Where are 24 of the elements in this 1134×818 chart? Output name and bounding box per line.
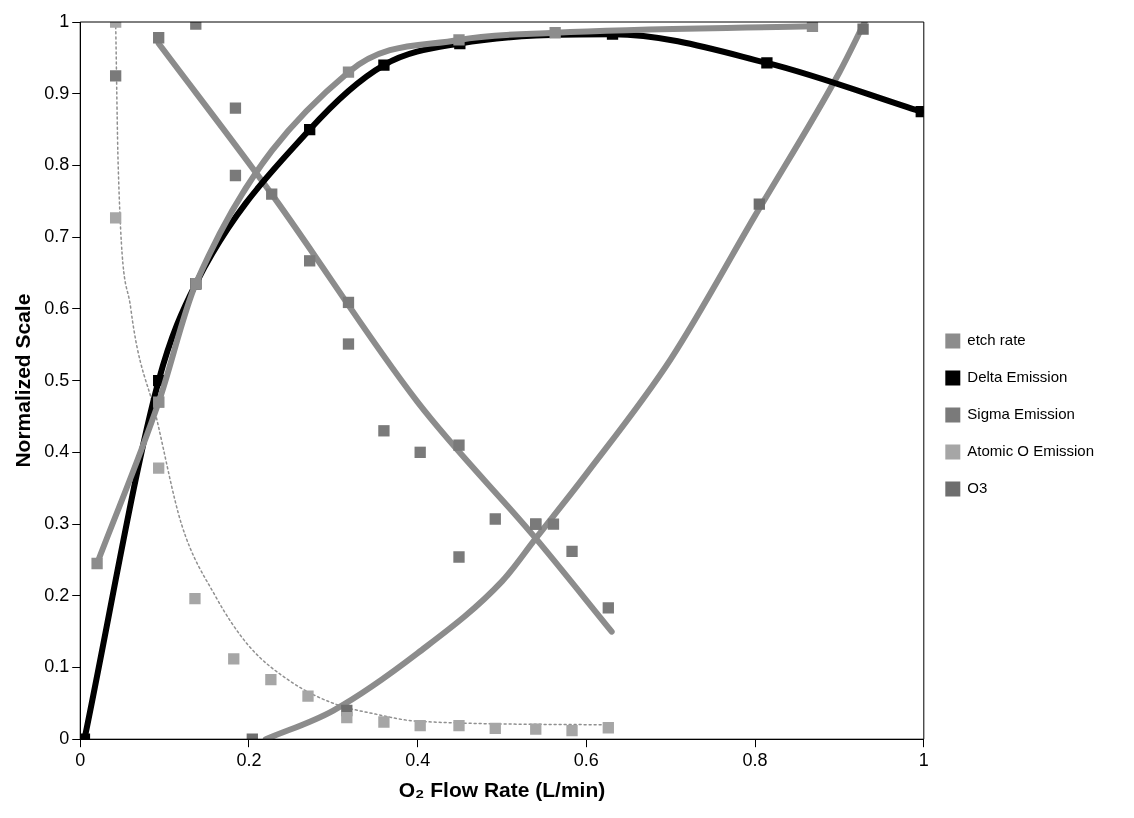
legend-label: Delta Emission xyxy=(967,368,1068,386)
x-tick-label: 0.2 xyxy=(236,749,262,770)
y-tick-label: 1 xyxy=(59,10,70,31)
legend-label: Atomic O Emission xyxy=(967,442,1095,460)
x-tick-label: 1 xyxy=(918,749,929,770)
y-tick-label: 0.8 xyxy=(44,154,70,175)
x-axis-title: O₂ Flow Rate (L/min) xyxy=(398,778,606,802)
y-tick-label: 0 xyxy=(59,728,70,749)
legend-label: etch rate xyxy=(967,331,1026,349)
y-tick-label: 0.9 xyxy=(44,82,70,103)
y-tick-label: 0.3 xyxy=(44,513,70,534)
y-tick-label: 0.4 xyxy=(44,441,70,462)
x-tick-label: 0.8 xyxy=(742,749,768,770)
y-tick-label: 0.7 xyxy=(44,226,70,247)
legend-label: O3 xyxy=(967,479,988,497)
y-tick-label: 0.6 xyxy=(44,297,70,318)
y-tick-label: 0.2 xyxy=(44,584,70,605)
legend-label: Sigma Emission xyxy=(967,405,1075,423)
x-tick-label: 0.6 xyxy=(573,749,599,770)
x-tick-label: 0 xyxy=(75,749,86,770)
y-tick-label: 0.5 xyxy=(44,369,70,390)
x-tick-label: 0.4 xyxy=(405,749,431,770)
y-tick-label: 0.1 xyxy=(44,656,70,677)
y-axis-title: Normalized Scale xyxy=(11,293,35,468)
